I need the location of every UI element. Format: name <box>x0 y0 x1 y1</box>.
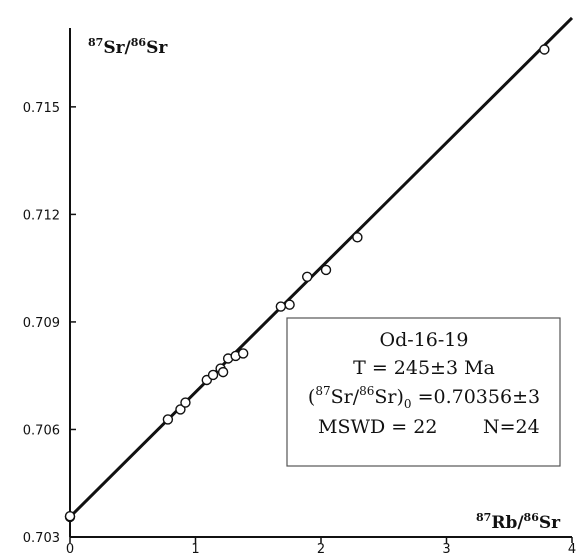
isochron-fit-line <box>68 16 574 518</box>
y-tick-label: 0.715 <box>23 101 60 116</box>
annotation-age: T = 245±3 Ma <box>353 357 495 379</box>
y-tick-label: 0.703 <box>23 531 60 546</box>
y-axis-title-base: Sr/ <box>103 38 131 58</box>
annotation-n: N=24 <box>483 416 540 438</box>
x-axis-title: 87Rb/86Sr <box>476 511 561 533</box>
x-tick-label: 2 <box>317 542 325 554</box>
data-point <box>539 44 550 55</box>
annotation-frame <box>286 317 561 467</box>
data-points <box>64 44 550 523</box>
data-point <box>64 511 76 522</box>
y-tick-label: 0.706 <box>23 423 60 438</box>
data-point <box>320 264 332 276</box>
annotation-box: Od-16-19 T = 245±3 Ma (87Sr/86Sr)0 =0.70… <box>286 317 561 467</box>
y-axis-title-denom: Sr <box>146 38 168 58</box>
data-point <box>175 404 186 415</box>
y-axis-title-sup2: 86 <box>131 36 147 49</box>
annotation-sample: Od-16-19 <box>380 329 469 351</box>
data-point <box>237 348 249 359</box>
x-axis-title-denom: Sr <box>539 513 561 533</box>
data-point <box>284 299 295 310</box>
y-axis-title: 87Sr/86Sr <box>88 36 168 58</box>
data-point <box>162 414 174 425</box>
annotation-mswd: MSWD = 22 <box>318 416 437 438</box>
y-axis-title-sup1: 87 <box>88 36 103 49</box>
tick-layer: 0 1 2 3 4 0.703 0.706 0.709 0.712 0.715 <box>23 101 576 554</box>
ratio-sup1: 87 <box>315 384 330 398</box>
data-point <box>207 369 219 381</box>
ratio-close: Sr) <box>374 386 404 408</box>
x-axis-title-base: Rb/ <box>491 513 524 533</box>
x-axis-title-sup1: 87 <box>476 511 491 524</box>
x-axis-title-sup2: 86 <box>524 511 540 524</box>
ratio-value: =0.70356±3 <box>412 386 541 408</box>
ratio-open: ( <box>308 386 315 408</box>
y-tick-label: 0.712 <box>23 208 60 223</box>
data-point <box>217 366 229 378</box>
ratio-sup2: 86 <box>359 384 374 398</box>
x-tick-label: 4 <box>568 542 576 554</box>
data-point <box>180 397 191 408</box>
data-point <box>275 301 287 312</box>
y-tick-label: 0.709 <box>23 316 60 331</box>
x-tick-label: 3 <box>442 542 450 554</box>
annotation-initial-ratio: (87Sr/86Sr)0 =0.70356±3 <box>308 384 540 411</box>
data-point <box>352 232 363 243</box>
ratio-sub: 0 <box>404 397 412 411</box>
x-tick-label: 1 <box>191 542 199 554</box>
ratio-mid: Sr/ <box>331 386 360 408</box>
data-point <box>301 271 313 282</box>
x-tick-label: 0 <box>66 542 74 554</box>
